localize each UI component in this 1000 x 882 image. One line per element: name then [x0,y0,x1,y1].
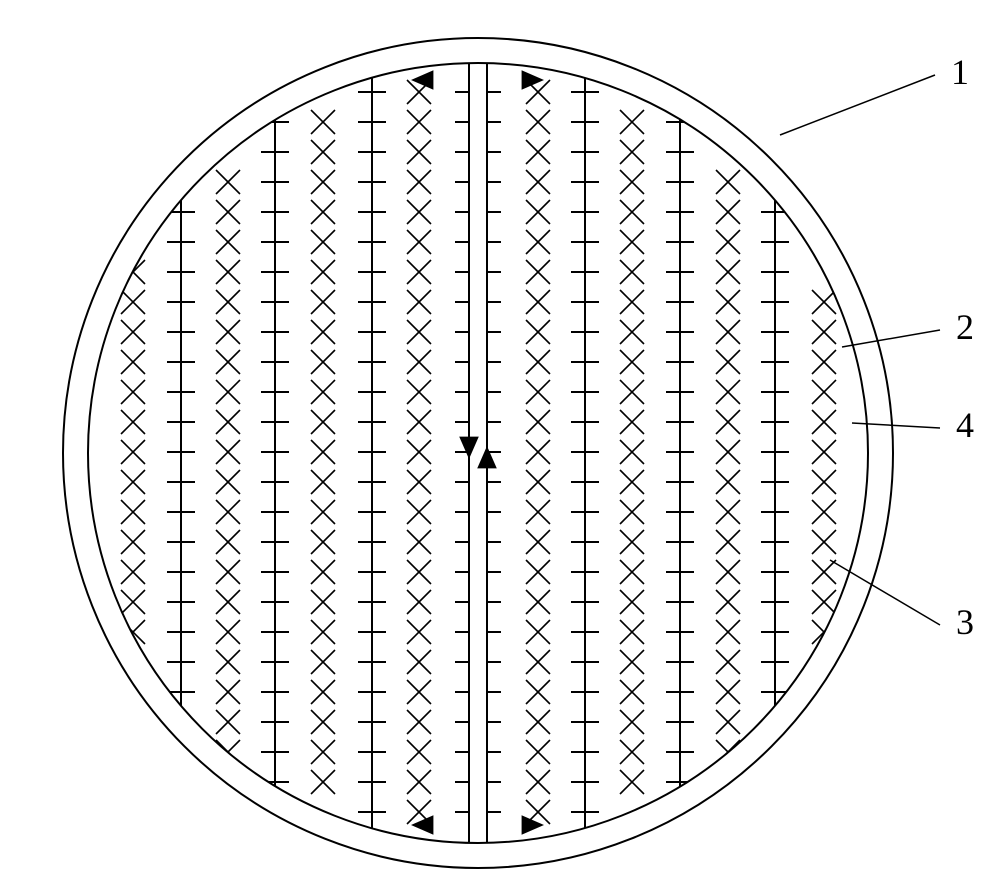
technical-diagram: 1 2 4 3 [0,0,1000,882]
callout-label-2: 2 [956,307,974,347]
callout-leader-1 [780,75,935,135]
flow-arrow-up [477,446,497,468]
callout-label-1: 1 [951,52,969,92]
inner-circle [88,63,868,843]
flow-arrow-left [411,815,433,835]
callout-leader-3 [830,560,940,625]
callout-label-3: 3 [956,602,974,642]
grid-group [121,63,836,843]
callout-leader-2 [842,330,940,347]
callout-leader-4 [852,423,940,428]
flow-arrow-down [459,437,479,459]
callout-label-4: 4 [956,405,974,445]
